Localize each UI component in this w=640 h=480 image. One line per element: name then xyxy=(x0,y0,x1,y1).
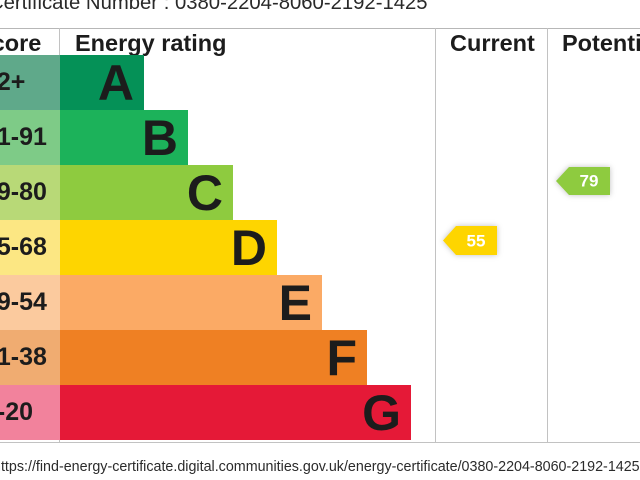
svg-text:79: 79 xyxy=(580,172,599,191)
svg-text:55: 55 xyxy=(467,232,486,251)
